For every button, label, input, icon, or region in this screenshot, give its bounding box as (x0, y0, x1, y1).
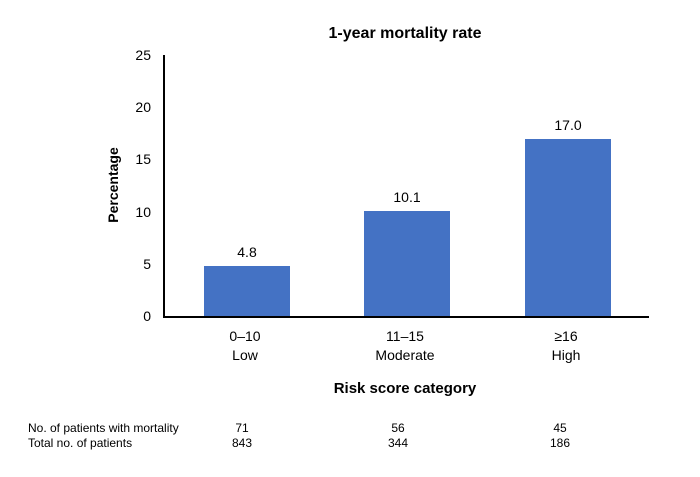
stats-row-total: Total no. of patients 843 344 186 (0, 436, 700, 451)
y-tick-label: 0 (143, 308, 151, 324)
y-tick-label: 5 (143, 256, 151, 272)
category-label-moderate: 11–15 Moderate (375, 327, 434, 365)
bar-group-moderate: 10.1 (364, 55, 450, 316)
category-label-high: ≥16 High (552, 327, 581, 365)
stats-value: 45 (553, 421, 567, 435)
stats-row-mortality: No. of patients with mortality 71 56 45 (0, 421, 700, 436)
bar-high (525, 138, 611, 316)
bar-low (204, 265, 290, 316)
category-level: High (551, 347, 581, 363)
plot-area: 4.8 10.1 17.0 (163, 55, 649, 318)
category-range: ≥16 (554, 328, 578, 344)
category-range: 0–10 (229, 328, 261, 344)
stats-value: 843 (231, 436, 253, 450)
stats-value: 56 (391, 421, 405, 435)
bar-value-label: 10.1 (393, 188, 421, 205)
category-label-low: 0–10 Low (229, 327, 260, 365)
bar-value-label: 17.0 (554, 116, 582, 133)
y-tick-label: 25 (135, 47, 151, 63)
x-axis-title: Risk score category (333, 380, 477, 397)
stats-row-label: No. of patients with mortality (28, 421, 179, 435)
bar-moderate (364, 210, 450, 316)
y-axis-ticks: 0 5 10 15 20 25 (0, 47, 151, 324)
y-tick-label: 15 (135, 151, 151, 167)
stats-row-label: Total no. of patients (28, 436, 133, 450)
bar-value-label: 4.8 (237, 243, 257, 260)
y-tick-label: 10 (135, 204, 151, 220)
bar-group-low: 4.8 (204, 55, 290, 316)
category-level: Moderate (375, 347, 435, 363)
category-level: Low (232, 347, 258, 363)
stats-value: 186 (549, 436, 571, 450)
stats-value: 71 (235, 421, 249, 435)
category-range: 11–15 (386, 328, 424, 344)
stats-value: 344 (387, 436, 409, 450)
chart-title: 1-year mortality rate (328, 25, 482, 42)
bar-group-high: 17.0 (525, 55, 611, 316)
y-tick-label: 20 (135, 99, 151, 115)
